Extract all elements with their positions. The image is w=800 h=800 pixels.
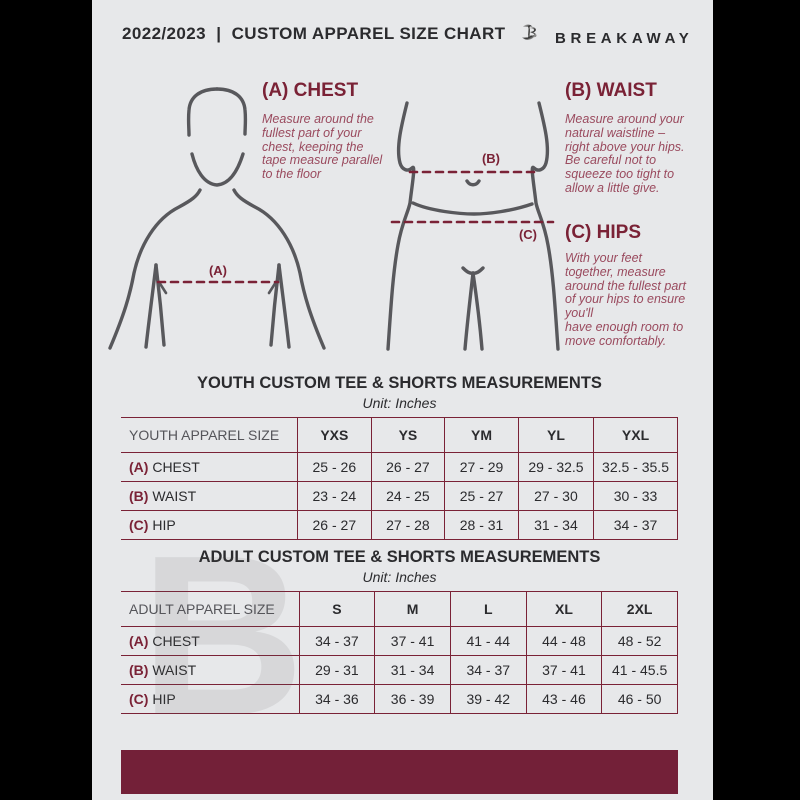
svg-text:(C): (C) [519, 227, 537, 242]
svg-text:(A): (A) [209, 263, 227, 278]
svg-text:(B): (B) [482, 151, 500, 166]
